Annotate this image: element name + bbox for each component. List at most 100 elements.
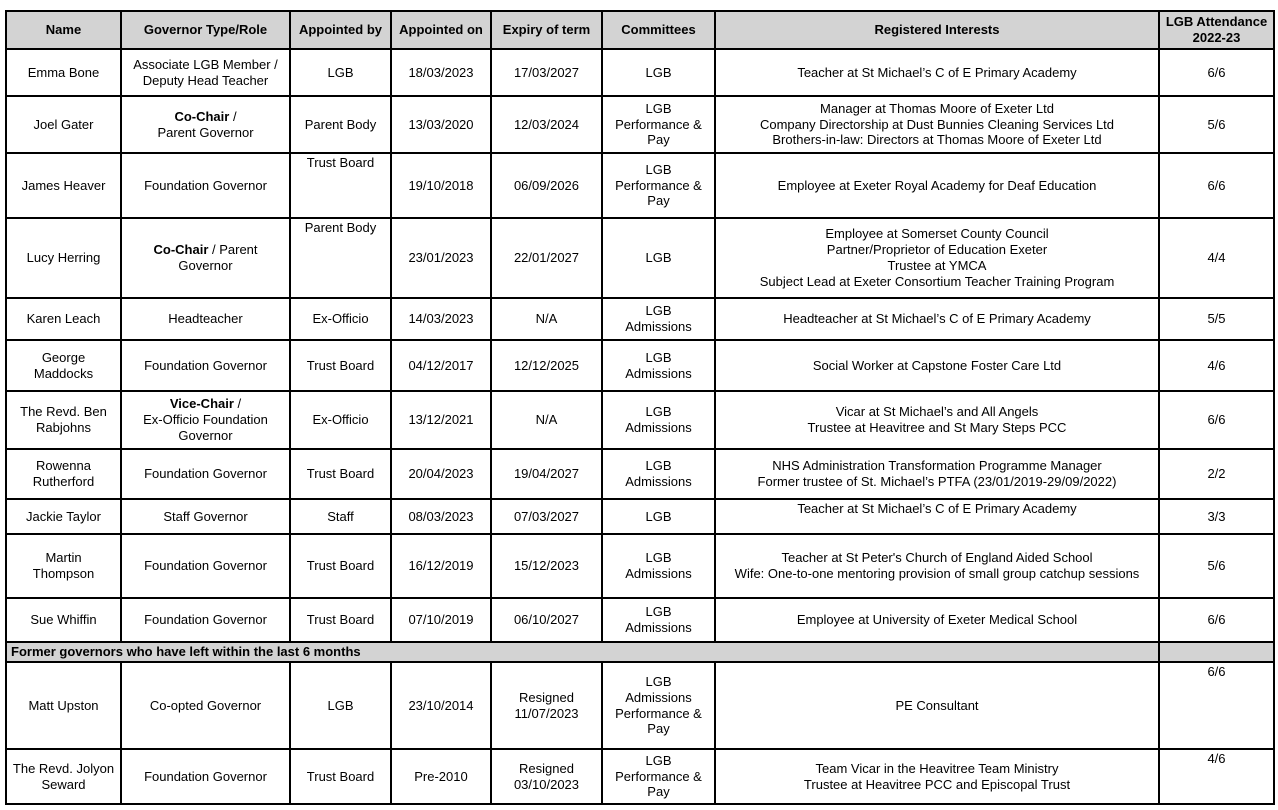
cell-lgb-attendance: 2/2 <box>1158 448 1275 500</box>
cell-appointed-on: 19/10/2018 <box>390 152 492 219</box>
section-empty-cell <box>1158 641 1275 663</box>
cell-appointed-by: Staff <box>289 498 392 535</box>
cell-expiry-of-term: 22/01/2027 <box>490 217 603 299</box>
cell-appointed-by: Ex-Officio <box>289 390 392 450</box>
cell-governor-type-role: Associate LGB Member / Deputy Head Teache… <box>120 48 291 97</box>
table-row: Emma Bone Associate LGB Member / Deputy He… <box>5 48 1275 97</box>
cell-expiry-of-term: Resigned 03/10/2023 <box>490 748 603 805</box>
table-row: Sue Whiffin Foundation Governor Trust Boar… <box>5 597 1275 643</box>
table-row: James Heaver Foundation Governor Trust Boa… <box>5 152 1275 219</box>
cell-governor-type-role: Foundation Governor <box>120 152 291 219</box>
cell-governor-type-role: Foundation Governor <box>120 748 291 805</box>
table-row: George Maddocks Foundation Governor Trust B… <box>5 339 1275 392</box>
cell-appointed-on: 07/10/2019 <box>390 597 492 643</box>
table-row: Joel Gater Co-Chair / Parent Governor Paren… <box>5 95 1275 154</box>
cell-registered-interests: Manager at Thomas Moore of Exeter Ltd Com… <box>714 95 1160 154</box>
cell-committees: LGB Admissions <box>601 533 716 599</box>
cell-expiry-of-term: 06/09/2026 <box>490 152 603 219</box>
cell-name: The Revd. Jolyon Seward <box>5 748 122 805</box>
cell-registered-interests: Employee at University of Exeter Medical… <box>714 597 1160 643</box>
table-body: Emma Bone Associate LGB Member / Deputy He… <box>5 48 1275 805</box>
column-header: Name <box>5 10 122 50</box>
cell-appointed-by: Ex-Officio <box>289 297 392 341</box>
cell-committees: LGB Admissions <box>601 297 716 341</box>
cell-committees: LGB Performance & Pay <box>601 95 716 154</box>
table-row: The Revd. Jolyon Seward Foundation Governo… <box>5 748 1275 805</box>
cell-expiry-of-term: Resigned 11/07/2023 <box>490 661 603 750</box>
cell-appointed-on: 23/10/2014 <box>390 661 492 750</box>
cell-appointed-by: Trust Board <box>289 748 392 805</box>
cell-committees: LGB Admissions <box>601 448 716 500</box>
cell-appointed-by: Parent Body <box>289 217 392 299</box>
cell-name: Lucy Herring <box>5 217 122 299</box>
cell-committees: LGB Performance & Pay <box>601 152 716 219</box>
cell-appointed-by: Trust Board <box>289 152 392 219</box>
cell-appointed-by: LGB <box>289 661 392 750</box>
cell-lgb-attendance: 4/6 <box>1158 339 1275 392</box>
cell-lgb-attendance: 5/6 <box>1158 95 1275 154</box>
cell-registered-interests: Vicar at St Michael’s and All Angels Trus… <box>714 390 1160 450</box>
cell-committees: LGB Admissions <box>601 390 716 450</box>
cell-expiry-of-term: N/A <box>490 390 603 450</box>
cell-expiry-of-term: 07/03/2027 <box>490 498 603 535</box>
cell-name: Jackie Taylor <box>5 498 122 535</box>
cell-committees: LGB Performance & Pay <box>601 748 716 805</box>
cell-appointed-by: Parent Body <box>289 95 392 154</box>
column-header: Committees <box>601 10 716 50</box>
cell-appointed-by: Trust Board <box>289 597 392 643</box>
cell-appointed-by: Trust Board <box>289 533 392 599</box>
cell-name: Emma Bone <box>5 48 122 97</box>
cell-registered-interests: Social Worker at Capstone Foster Care Lt… <box>714 339 1160 392</box>
cell-registered-interests: NHS Administration Transformation Progra… <box>714 448 1160 500</box>
cell-expiry-of-term: 06/10/2027 <box>490 597 603 643</box>
cell-name: The Revd. Ben Rabjohns <box>5 390 122 450</box>
cell-committees: LGB Admissions Performance & Pay <box>601 661 716 750</box>
table-header: Name Governor Type/Role Appointed by Appoin… <box>5 10 1275 50</box>
column-header: Appointed on <box>390 10 492 50</box>
cell-governor-type-role: Co-opted Governor <box>120 661 291 750</box>
cell-governor-type-role: Foundation Governor <box>120 448 291 500</box>
cell-governor-type-role: Foundation Governor <box>120 533 291 599</box>
cell-appointed-on: 08/03/2023 <box>390 498 492 535</box>
column-header: LGB Attendance 2022-23 <box>1158 10 1275 50</box>
table-row: Matt Upston Co-opted Governor LGB 23/10/201… <box>5 661 1275 750</box>
table-row: Jackie Taylor Staff Governor Staff 08/03/20… <box>5 498 1275 535</box>
cell-appointed-on: 16/12/2019 <box>390 533 492 599</box>
table-row: Karen Leach Headteacher Ex-Officio 14/03/20… <box>5 297 1275 341</box>
cell-lgb-attendance: 3/3 <box>1158 498 1275 535</box>
cell-governor-type-role: Co-Chair / Parent Governor <box>120 217 291 299</box>
table-row: Martin Thompson Foundation Governor Trust B… <box>5 533 1275 599</box>
cell-name: Karen Leach <box>5 297 122 341</box>
cell-registered-interests: Headteacher at St Michael’s C of E Prima… <box>714 297 1160 341</box>
cell-appointed-by: Trust Board <box>289 448 392 500</box>
column-header: Expiry of term <box>490 10 603 50</box>
table-row: Rowenna Rutherford Foundation Governor Trus… <box>5 448 1275 500</box>
cell-registered-interests: Employee at Somerset County Council Partn… <box>714 217 1160 299</box>
cell-name: George Maddocks <box>5 339 122 392</box>
table-row: The Revd. Ben Rabjohns Vice-Chair / Ex-Offi… <box>5 390 1275 450</box>
cell-registered-interests: Employee at Exeter Royal Academy for Dea… <box>714 152 1160 219</box>
governors-table: Name Governor Type/Role Appointed by Appoin… <box>5 10 1275 805</box>
cell-appointed-on: 14/03/2023 <box>390 297 492 341</box>
section-label: Former governors who have left within th… <box>5 641 1160 663</box>
cell-lgb-attendance: 6/6 <box>1158 597 1275 643</box>
table-row: Lucy Herring Co-Chair / Parent Governor Par… <box>5 217 1275 299</box>
cell-committees: LGB <box>601 498 716 535</box>
cell-name: Joel Gater <box>5 95 122 154</box>
cell-expiry-of-term: N/A <box>490 297 603 341</box>
column-header: Appointed by <box>289 10 392 50</box>
cell-lgb-attendance: 5/6 <box>1158 533 1275 599</box>
cell-governor-type-role: Headteacher <box>120 297 291 341</box>
cell-governor-type-role: Staff Governor <box>120 498 291 535</box>
column-header: Governor Type/Role <box>120 10 291 50</box>
cell-appointed-on: 04/12/2017 <box>390 339 492 392</box>
cell-registered-interests: Teacher at St Michael’s C of E Primary A… <box>714 48 1160 97</box>
cell-committees: LGB <box>601 217 716 299</box>
cell-expiry-of-term: 12/12/2025 <box>490 339 603 392</box>
cell-expiry-of-term: 12/03/2024 <box>490 95 603 154</box>
cell-expiry-of-term: 19/04/2027 <box>490 448 603 500</box>
cell-appointed-on: 20/04/2023 <box>390 448 492 500</box>
cell-lgb-attendance: 6/6 <box>1158 390 1275 450</box>
cell-appointed-by: LGB <box>289 48 392 97</box>
cell-committees: LGB <box>601 48 716 97</box>
